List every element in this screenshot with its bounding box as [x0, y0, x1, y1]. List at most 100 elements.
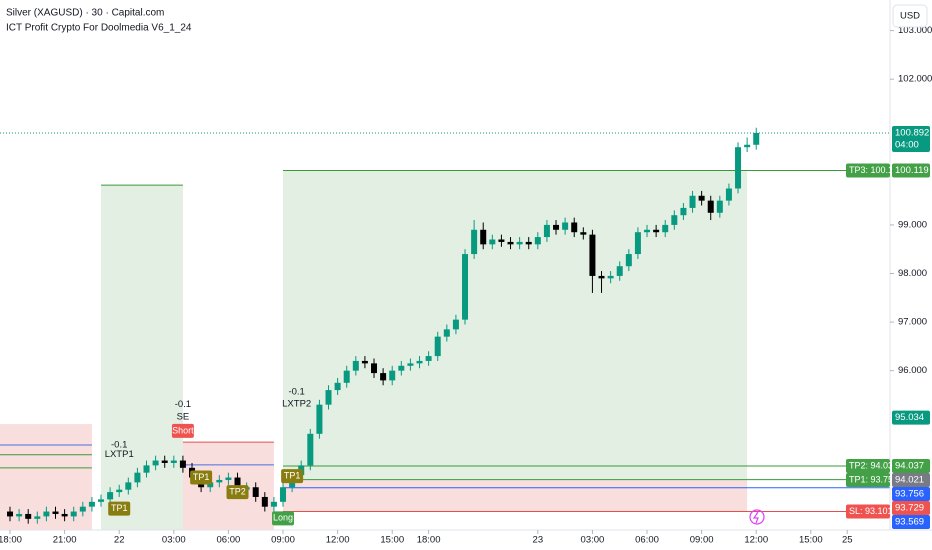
signal-tag [281, 469, 304, 484]
annotation: -0.1 [175, 399, 191, 410]
price-badge [892, 126, 930, 153]
x-tick-label: 03:00 [581, 535, 605, 546]
price-badge [892, 487, 930, 502]
candle-body [589, 234, 596, 276]
price-badge [892, 163, 930, 178]
candle-body [61, 513, 68, 517]
price-badge-label: 94.021 [895, 475, 924, 486]
candle-body [443, 329, 450, 337]
candle-body [125, 482, 132, 490]
zone [101, 185, 183, 530]
candle-body [234, 477, 241, 490]
candle-body [98, 499, 105, 502]
annotation: LXTP1 [105, 449, 134, 460]
x-tick-label: 23 [533, 535, 544, 546]
candle-body [270, 501, 277, 507]
x-tick-label: 06:00 [635, 535, 659, 546]
y-tick-label: 98.000 [898, 268, 927, 279]
candle-body [252, 487, 259, 497]
price-axis-bg [890, 0, 932, 530]
alert-bolt [752, 511, 759, 524]
axes: TP3: 100.1 TP2: 94.03 TP1: 93.75 SL: 93.101… [0, 25, 932, 545]
candle-body [107, 492, 114, 500]
signal-tag [272, 511, 295, 526]
candle-body [34, 516, 41, 519]
price-badge-label: 93.756 [895, 489, 924, 500]
level-label: SL: 93.101 [849, 506, 893, 516]
candle-body [607, 275, 614, 279]
x-tick-label: 25 [842, 535, 853, 546]
candle-body [516, 241, 523, 245]
chart-title: Silver (XAGUSD) · 30 · Capital.com [6, 8, 164, 19]
candle-body [316, 404, 323, 434]
price-badge-label: 100.892 [895, 128, 929, 139]
candle-body [525, 241, 532, 245]
price-badge-label: 93.729 [895, 503, 924, 514]
currency-button[interactable] [892, 4, 928, 28]
candle-body [7, 511, 14, 517]
signal-tag [226, 485, 249, 500]
candle-body [735, 147, 742, 189]
candle-body [498, 239, 505, 242]
price-badge [892, 459, 930, 474]
candle-body [634, 232, 641, 255]
candle-body [671, 215, 678, 225]
level-label: TP2: 94.03 [849, 460, 893, 470]
candle-body [416, 360, 423, 364]
signal-tag-label: TP1 [284, 470, 301, 480]
candle-body [179, 460, 186, 468]
x-tick-label: 18:00 [0, 535, 22, 546]
price-badge-label: 100.119 [895, 165, 929, 176]
indicator-name: ICT Profit Crypto For Doolmedia V6_1_24 [6, 23, 192, 34]
candle-body [16, 513, 23, 517]
candle-body [161, 460, 168, 463]
candle-body [598, 275, 605, 279]
candle-body [134, 472, 141, 483]
candle-body [371, 363, 378, 374]
time-axis-bg [0, 530, 932, 550]
candle-body [261, 496, 268, 507]
signal-tag [108, 501, 131, 516]
candle-body [507, 241, 514, 245]
price-badge-label: 93.569 [895, 517, 924, 528]
level-label-bg [846, 459, 890, 474]
signal-tag [190, 470, 213, 485]
currency-label[interactable]: USD [900, 11, 920, 22]
price-badge [892, 473, 930, 488]
annotation: LXTP2 [282, 399, 311, 410]
signal-tag-label: Short [172, 425, 194, 435]
candle-body [452, 319, 459, 330]
zone [283, 170, 748, 480]
candle-body [389, 370, 396, 381]
candle-body [471, 229, 478, 255]
candle-body [25, 513, 32, 519]
candle-body [334, 382, 341, 391]
candle-body [407, 363, 414, 366]
candle-body [325, 390, 332, 405]
candle-body [361, 360, 368, 364]
signal-tag-label: TP2 [229, 486, 246, 496]
candle-body [398, 365, 405, 371]
candle-body [88, 501, 95, 507]
candle-body [725, 188, 732, 201]
candle-body [698, 195, 705, 201]
annotation: -0.1 [288, 387, 304, 398]
signal-tag-label: TP1 [111, 503, 128, 513]
candle-body [152, 460, 159, 466]
candle-body [352, 360, 359, 371]
signal-tag [171, 423, 194, 438]
alert-icon[interactable] [749, 509, 765, 525]
candle-body [644, 229, 651, 233]
candle-body [562, 222, 569, 230]
candle-body [716, 200, 723, 213]
candle-body [43, 511, 50, 517]
candle-body [307, 433, 314, 466]
candle-body [616, 266, 623, 276]
x-tick-label: 22 [114, 535, 125, 546]
x-tick-label: 21:00 [53, 535, 77, 546]
x-tick-label: 18:00 [417, 535, 441, 546]
candle-body [689, 195, 696, 208]
candle-body [52, 511, 59, 514]
price-badge-countdown: 04:00 [895, 140, 919, 151]
